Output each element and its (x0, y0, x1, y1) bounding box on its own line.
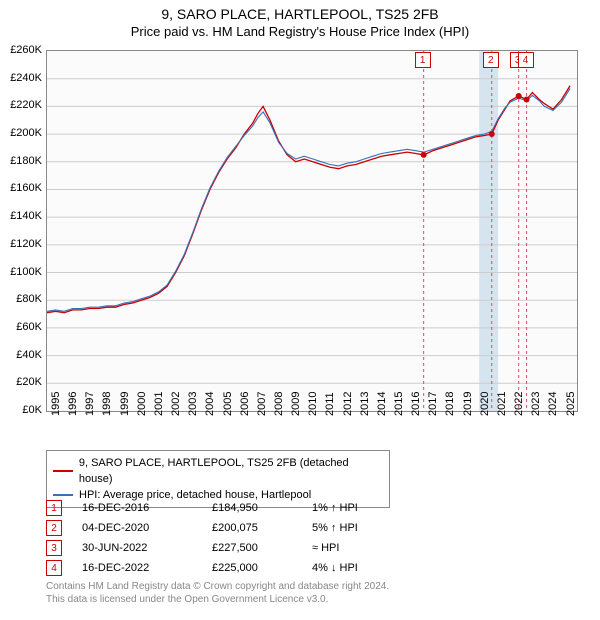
transaction-date: 16-DEC-2022 (82, 562, 192, 574)
transaction-delta: 5% ↑ HPI (312, 522, 402, 534)
transaction-delta: 4% ↓ HPI (312, 562, 402, 574)
y-axis-tick: £60K (16, 321, 42, 333)
x-axis-tick: 1997 (84, 392, 96, 416)
transaction-row: 4 16-DEC-2022 £225,000 4% ↓ HPI (46, 558, 576, 578)
x-axis-tick: 2008 (273, 392, 285, 416)
transaction-date: 04-DEC-2020 (82, 522, 192, 534)
y-axis-tick: £80K (16, 293, 42, 305)
transaction-date: 16-DEC-2016 (82, 502, 192, 514)
transaction-index: 2 (46, 520, 62, 536)
x-axis-tick: 2019 (462, 392, 474, 416)
y-axis-tick: £260K (10, 44, 42, 56)
y-axis-tick: £220K (10, 99, 42, 111)
transaction-marker: 4 (518, 52, 534, 68)
x-axis-tick: 2000 (136, 392, 148, 416)
transaction-date: 30-JUN-2022 (82, 542, 192, 554)
transaction-row: 1 16-DEC-2016 £184,950 1% ↑ HPI (46, 498, 576, 518)
y-axis-tick: £40K (16, 349, 42, 361)
x-axis-tick: 2023 (530, 392, 542, 416)
attribution-line2: This data is licensed under the Open Gov… (46, 593, 576, 606)
x-axis-tick: 2013 (359, 392, 371, 416)
x-axis-tick: 2004 (204, 392, 216, 416)
y-axis-tick: £240K (10, 72, 42, 84)
x-axis-tick: 2014 (376, 392, 388, 416)
x-axis-tick: 1998 (101, 392, 113, 416)
x-axis-tick: 2011 (324, 392, 336, 416)
attribution: Contains HM Land Registry data © Crown c… (46, 580, 576, 606)
y-axis-tick: £20K (16, 376, 42, 388)
transaction-index: 1 (46, 500, 62, 516)
x-axis-tick: 2009 (290, 392, 302, 416)
x-axis-tick: 2003 (187, 392, 199, 416)
y-axis-tick: £200K (10, 127, 42, 139)
transaction-price: £184,950 (212, 502, 292, 514)
x-axis-tick: 2015 (393, 392, 405, 416)
page-title: 9, SARO PLACE, HARTLEPOOL, TS25 2FB (0, 0, 600, 22)
x-axis-tick: 2007 (256, 392, 268, 416)
y-axis-tick: £160K (10, 182, 42, 194)
x-axis-tick: 2016 (410, 392, 422, 416)
x-axis-tick: 2025 (565, 392, 577, 416)
attribution-line1: Contains HM Land Registry data © Crown c… (46, 580, 576, 593)
x-axis-tick: 2017 (427, 392, 439, 416)
x-axis-tick: 2024 (547, 392, 559, 416)
y-axis-tick: £0K (22, 404, 42, 416)
transaction-index: 3 (46, 540, 62, 556)
y-axis-tick: £140K (10, 210, 42, 222)
x-axis-tick: 2020 (479, 392, 491, 416)
y-axis-tick: £100K (10, 266, 42, 278)
transaction-price: £200,075 (212, 522, 292, 534)
transaction-index: 4 (46, 560, 62, 576)
transaction-row: 3 30-JUN-2022 £227,500 ≈ HPI (46, 538, 576, 558)
transaction-row: 2 04-DEC-2020 £200,075 5% ↑ HPI (46, 518, 576, 538)
x-axis-tick: 2001 (153, 392, 165, 416)
transaction-marker: 2 (483, 52, 499, 68)
x-axis-tick: 1995 (50, 392, 62, 416)
transaction-delta: 1% ↑ HPI (312, 502, 402, 514)
transactions-table: 1 16-DEC-2016 £184,950 1% ↑ HPI 2 04-DEC-2020… (46, 498, 576, 578)
legend-swatch-series2 (53, 494, 73, 496)
x-axis-tick: 2018 (444, 392, 456, 416)
y-axis-tick: £180K (10, 155, 42, 167)
x-axis-tick: 1996 (67, 392, 79, 416)
x-axis-tick: 2021 (496, 392, 508, 416)
x-axis-tick: 2022 (513, 392, 525, 416)
legend-swatch-series1 (53, 470, 73, 472)
x-axis-tick: 2006 (239, 392, 251, 416)
x-axis-tick: 2012 (342, 392, 354, 416)
price-chart (46, 50, 578, 412)
transaction-price: £225,000 (212, 562, 292, 574)
x-axis-tick: 2010 (307, 392, 319, 416)
x-axis-tick: 2005 (222, 392, 234, 416)
transaction-delta: ≈ HPI (312, 542, 402, 554)
page-subtitle: Price paid vs. HM Land Registry's House … (0, 22, 600, 39)
legend-label-series1: 9, SARO PLACE, HARTLEPOOL, TS25 2FB (det… (79, 455, 383, 487)
x-axis-tick: 1999 (119, 392, 131, 416)
y-axis-tick: £120K (10, 238, 42, 250)
x-axis-tick: 2002 (170, 392, 182, 416)
transaction-marker: 1 (415, 52, 431, 68)
transaction-price: £227,500 (212, 542, 292, 554)
